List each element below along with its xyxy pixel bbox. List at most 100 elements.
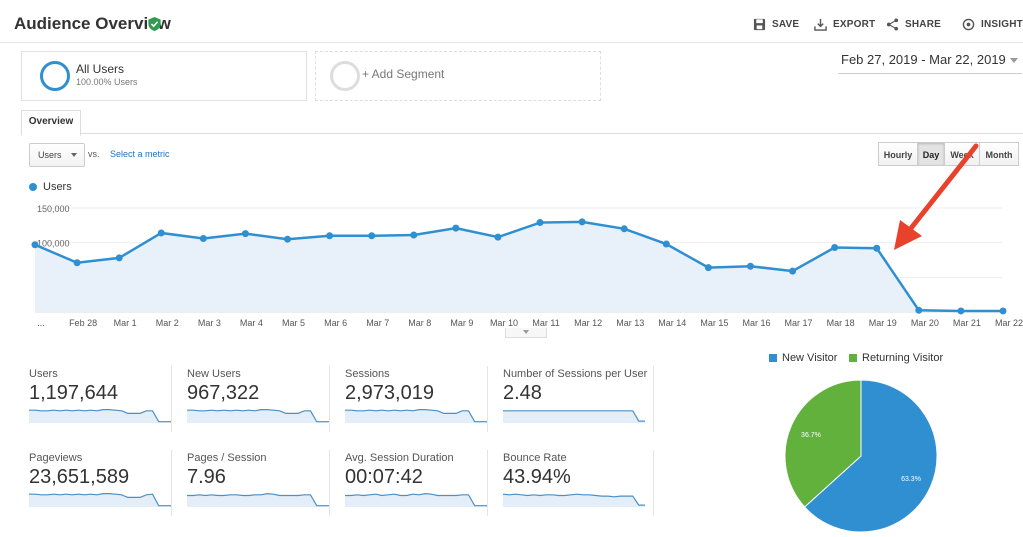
vs-label: vs. <box>88 149 100 159</box>
x-tick-label: Feb 28 <box>69 318 97 328</box>
chart-collapse-handle[interactable] <box>505 328 547 338</box>
granularity-day-button[interactable]: Day <box>917 142 945 166</box>
metric-card[interactable]: Bounce Rate 43.94% <box>503 452 653 518</box>
metric-value: 2.48 <box>503 382 542 404</box>
x-tick-label: Mar 2 <box>156 318 179 328</box>
export-button[interactable]: EXPORT <box>814 18 875 31</box>
visitor-pie-chart: 63.3% 36.7% <box>784 379 938 533</box>
data-point[interactable] <box>704 264 712 272</box>
sparkline-line <box>29 493 171 507</box>
data-point[interactable] <box>620 225 628 233</box>
data-point[interactable] <box>368 232 376 240</box>
data-point[interactable] <box>452 224 460 232</box>
metric-card[interactable]: Users 1,197,644 <box>29 368 179 434</box>
data-point[interactable] <box>410 231 418 239</box>
data-point[interactable] <box>957 307 965 315</box>
x-tick-label: Mar 4 <box>240 318 263 328</box>
metric-value: 23,651,589 <box>29 466 130 488</box>
data-point[interactable] <box>915 306 923 314</box>
x-tick-label: Mar 6 <box>324 318 347 328</box>
users-line <box>34 220 1003 313</box>
tab-overview[interactable]: Overview <box>21 110 81 136</box>
y-tick-label: 100,000 <box>37 239 70 249</box>
data-point[interactable] <box>157 229 165 237</box>
select-metric-link[interactable]: Select a metric <box>110 149 170 159</box>
metric-sparkline <box>503 493 645 507</box>
data-point[interactable] <box>578 218 586 226</box>
metric-card[interactable]: Avg. Session Duration 00:07:42 <box>345 452 495 518</box>
data-point[interactable] <box>536 219 544 227</box>
share-button[interactable]: SHARE <box>886 18 941 31</box>
segment-percent: 100.00% Users <box>76 77 138 87</box>
card-divider <box>653 450 654 516</box>
chevron-down-icon <box>523 330 529 334</box>
x-tick-label: Mar 13 <box>616 318 644 328</box>
x-tick-label: Mar 19 <box>869 318 897 328</box>
save-button[interactable]: SAVE <box>753 18 799 31</box>
legend-swatch-new <box>769 354 777 362</box>
data-point[interactable] <box>662 240 670 248</box>
metric-value: 7.96 <box>187 466 226 488</box>
metric-sparkline <box>345 492 487 507</box>
data-point[interactable] <box>199 235 207 243</box>
verified-shield-icon <box>148 17 161 31</box>
metric-card[interactable]: New Users 967,322 <box>187 368 337 434</box>
data-point[interactable] <box>73 259 81 267</box>
granularity-month-button[interactable]: Month <box>979 142 1019 166</box>
data-point[interactable] <box>241 230 249 238</box>
card-divider <box>329 366 330 432</box>
sparkline-line <box>187 409 329 423</box>
data-point[interactable] <box>831 244 839 252</box>
add-segment-button[interactable]: + Add Segment <box>315 51 601 101</box>
users-area <box>35 221 1003 312</box>
metric-select[interactable]: Users <box>29 143 85 167</box>
card-divider <box>653 366 654 432</box>
data-point[interactable] <box>284 235 292 243</box>
share-icon <box>886 18 899 31</box>
sparkline-area <box>345 493 487 507</box>
insights-button[interactable]: INSIGHTS <box>962 18 1023 31</box>
data-point[interactable] <box>31 241 39 249</box>
data-point[interactable] <box>999 307 1007 315</box>
pie-legend-returning-label: Returning Visitor <box>862 352 944 364</box>
sparkline-area <box>503 410 645 423</box>
granularity-hourly-button[interactable]: Hourly <box>878 142 918 166</box>
metric-card[interactable]: Pages / Session 7.96 <box>187 452 337 518</box>
metric-value: 43.94% <box>503 466 571 488</box>
metric-card[interactable]: Pageviews 23,651,589 <box>29 452 179 518</box>
x-tick-label: Mar 21 <box>953 318 981 328</box>
metric-card[interactable]: Sessions 2,973,019 <box>345 368 495 434</box>
pie-legend-returning: Returning Visitor <box>849 352 943 364</box>
data-point[interactable] <box>115 254 123 262</box>
metric-label: Pageviews <box>29 452 83 464</box>
insights-icon <box>962 18 975 31</box>
sparkline-area <box>29 493 171 507</box>
chevron-down-icon[interactable] <box>1010 58 1018 63</box>
metric-value: 2,973,019 <box>345 382 434 404</box>
metric-value: 967,322 <box>187 382 260 404</box>
x-tick-label: Mar 9 <box>450 318 473 328</box>
card-divider <box>171 450 172 516</box>
pie-slice[interactable] <box>784 379 862 508</box>
metric-card[interactable]: Number of Sessions per User 2.48 <box>503 368 653 434</box>
legend-dot-users <box>29 183 37 191</box>
x-tick-label: Mar 17 <box>785 318 813 328</box>
sparkline-line <box>29 409 171 423</box>
data-point[interactable] <box>789 267 797 275</box>
red-arrow-annotation <box>894 143 979 250</box>
date-range-picker[interactable]: Feb 27, 2019 - Mar 22, 2019 <box>841 52 1006 67</box>
x-tick-label: Mar 15 <box>700 318 728 328</box>
pie-slice[interactable] <box>803 379 938 533</box>
metric-value: 00:07:42 <box>345 466 423 488</box>
sparkline-line <box>187 492 329 507</box>
data-point[interactable] <box>873 244 881 252</box>
segment-all-users[interactable]: All Users 100.00% Users <box>21 51 307 101</box>
data-point[interactable] <box>494 233 502 241</box>
legend-swatch-returning <box>849 354 857 362</box>
data-point[interactable] <box>746 262 754 270</box>
x-tick-label: Mar 1 <box>114 318 137 328</box>
metric-sparkline <box>29 409 171 423</box>
empty-segment-ring-icon <box>330 61 360 91</box>
insights-label: INSIGHTS <box>981 19 1023 30</box>
data-point[interactable] <box>326 232 334 240</box>
